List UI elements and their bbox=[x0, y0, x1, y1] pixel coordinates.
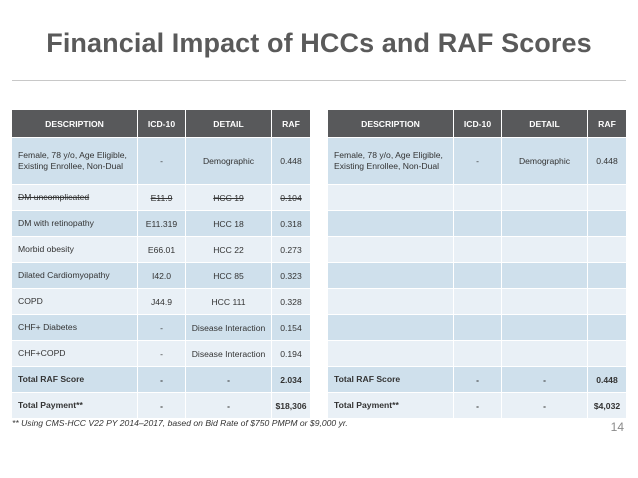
total-raf-value: 2.034 bbox=[272, 366, 310, 392]
total-payment-value: $18,306 bbox=[272, 392, 310, 418]
total-raf-label: Total RAF Score bbox=[328, 366, 454, 392]
empty-row bbox=[328, 288, 626, 314]
total-payment-detail: - bbox=[186, 392, 272, 418]
total-payment-label: Total Payment** bbox=[328, 392, 454, 418]
total-raf-label: Total RAF Score bbox=[12, 366, 138, 392]
row-raf: 0.328 bbox=[272, 288, 310, 314]
row-icd10: - bbox=[138, 314, 186, 340]
column-header-icd10: ICD-10 bbox=[138, 110, 186, 137]
table-row: DM uncomplicated E11.9 HCC 19 0.104 bbox=[12, 184, 310, 210]
column-header-raf: RAF bbox=[272, 110, 310, 137]
empty-row bbox=[328, 340, 626, 366]
row-description: CHF+ Diabetes bbox=[12, 314, 138, 340]
table-row: Female, 78 y/o, Age Eligible, Existing E… bbox=[12, 137, 310, 184]
row-icd10: - bbox=[138, 137, 186, 184]
row-raf: 0.318 bbox=[272, 210, 310, 236]
total-raf-row: Total RAF Score - - 0.448 bbox=[328, 366, 626, 392]
row-description: Female, 78 y/o, Age Eligible, Existing E… bbox=[328, 137, 454, 184]
total-payment-row: Total Payment** - - $4,032 bbox=[328, 392, 626, 418]
row-description: DM uncomplicated bbox=[18, 192, 90, 202]
column-header-description: DESCRIPTION bbox=[12, 110, 138, 137]
row-description: Dilated Cardiomyopathy bbox=[12, 262, 138, 288]
column-header-description: DESCRIPTION bbox=[328, 110, 454, 137]
row-icd10: - bbox=[454, 137, 502, 184]
row-description: DM with retinopathy bbox=[12, 210, 138, 236]
row-description: COPD bbox=[12, 288, 138, 314]
row-description: Morbid obesity bbox=[12, 236, 138, 262]
row-icd10: I42.0 bbox=[138, 262, 186, 288]
row-raf: 0.448 bbox=[272, 137, 310, 184]
raf-table-left: DESCRIPTION ICD-10 DETAIL RAF Female, 78… bbox=[12, 110, 310, 418]
empty-row bbox=[328, 210, 626, 236]
row-detail: Disease Interaction bbox=[186, 314, 272, 340]
row-raf: 0.323 bbox=[272, 262, 310, 288]
empty-row bbox=[328, 184, 626, 210]
total-payment-detail: - bbox=[502, 392, 588, 418]
total-raf-icd10: - bbox=[454, 366, 502, 392]
table-row: COPD J44.9 HCC 111 0.328 bbox=[12, 288, 310, 314]
table-row: CHF+COPD - Disease Interaction 0.194 bbox=[12, 340, 310, 366]
empty-row bbox=[328, 262, 626, 288]
row-raf: 0.448 bbox=[588, 137, 626, 184]
page-number: 14 bbox=[610, 420, 624, 434]
slide-title: Financial Impact of HCCs and RAF Scores bbox=[46, 28, 592, 58]
row-detail: HCC 18 bbox=[186, 210, 272, 236]
total-payment-row: Total Payment** - - $18,306 bbox=[12, 392, 310, 418]
total-raf-detail: - bbox=[186, 366, 272, 392]
row-detail: Disease Interaction bbox=[186, 340, 272, 366]
footnote: ** Using CMS-HCC V22 PY 2014–2017, based… bbox=[12, 418, 348, 428]
total-raf-icd10: - bbox=[138, 366, 186, 392]
row-icd10: - bbox=[138, 340, 186, 366]
empty-row bbox=[328, 236, 626, 262]
row-raf: 0.273 bbox=[272, 236, 310, 262]
row-raf: 0.194 bbox=[272, 340, 310, 366]
row-detail: HCC 85 bbox=[186, 262, 272, 288]
table-row: CHF+ Diabetes - Disease Interaction 0.15… bbox=[12, 314, 310, 340]
table-row: Morbid obesity E66.01 HCC 22 0.273 bbox=[12, 236, 310, 262]
column-header-raf: RAF bbox=[588, 110, 626, 137]
row-description: Female, 78 y/o, Age Eligible, Existing E… bbox=[12, 137, 138, 184]
row-detail: HCC 22 bbox=[186, 236, 272, 262]
row-icd10: J44.9 bbox=[138, 288, 186, 314]
row-detail: HCC 19 bbox=[213, 192, 244, 203]
total-payment-value: $4,032 bbox=[588, 392, 626, 418]
title-divider bbox=[12, 80, 626, 81]
raf-table-right: DESCRIPTION ICD-10 DETAIL RAF Female, 78… bbox=[328, 110, 626, 418]
row-description: CHF+COPD bbox=[12, 340, 138, 366]
row-raf: 0.154 bbox=[272, 314, 310, 340]
row-raf: 0.104 bbox=[280, 192, 302, 203]
row-detail: Demographic bbox=[502, 137, 588, 184]
total-raf-value: 0.448 bbox=[588, 366, 626, 392]
column-header-detail: DETAIL bbox=[502, 110, 588, 137]
row-icd10: E11.9 bbox=[150, 192, 173, 203]
table-row: DM with retinopathy E11.319 HCC 18 0.318 bbox=[12, 210, 310, 236]
table-row: Dilated Cardiomyopathy I42.0 HCC 85 0.32… bbox=[12, 262, 310, 288]
row-icd10: E66.01 bbox=[138, 236, 186, 262]
column-header-detail: DETAIL bbox=[186, 110, 272, 137]
row-detail: Demographic bbox=[186, 137, 272, 184]
row-icd10: E11.319 bbox=[138, 210, 186, 236]
column-header-icd10: ICD-10 bbox=[454, 110, 502, 137]
total-payment-icd10: - bbox=[138, 392, 186, 418]
total-payment-icd10: - bbox=[454, 392, 502, 418]
total-raf-detail: - bbox=[502, 366, 588, 392]
empty-row bbox=[328, 314, 626, 340]
total-raf-row: Total RAF Score - - 2.034 bbox=[12, 366, 310, 392]
total-payment-label: Total Payment** bbox=[12, 392, 138, 418]
row-detail: HCC 111 bbox=[186, 288, 272, 314]
table-row: Female, 78 y/o, Age Eligible, Existing E… bbox=[328, 137, 626, 184]
